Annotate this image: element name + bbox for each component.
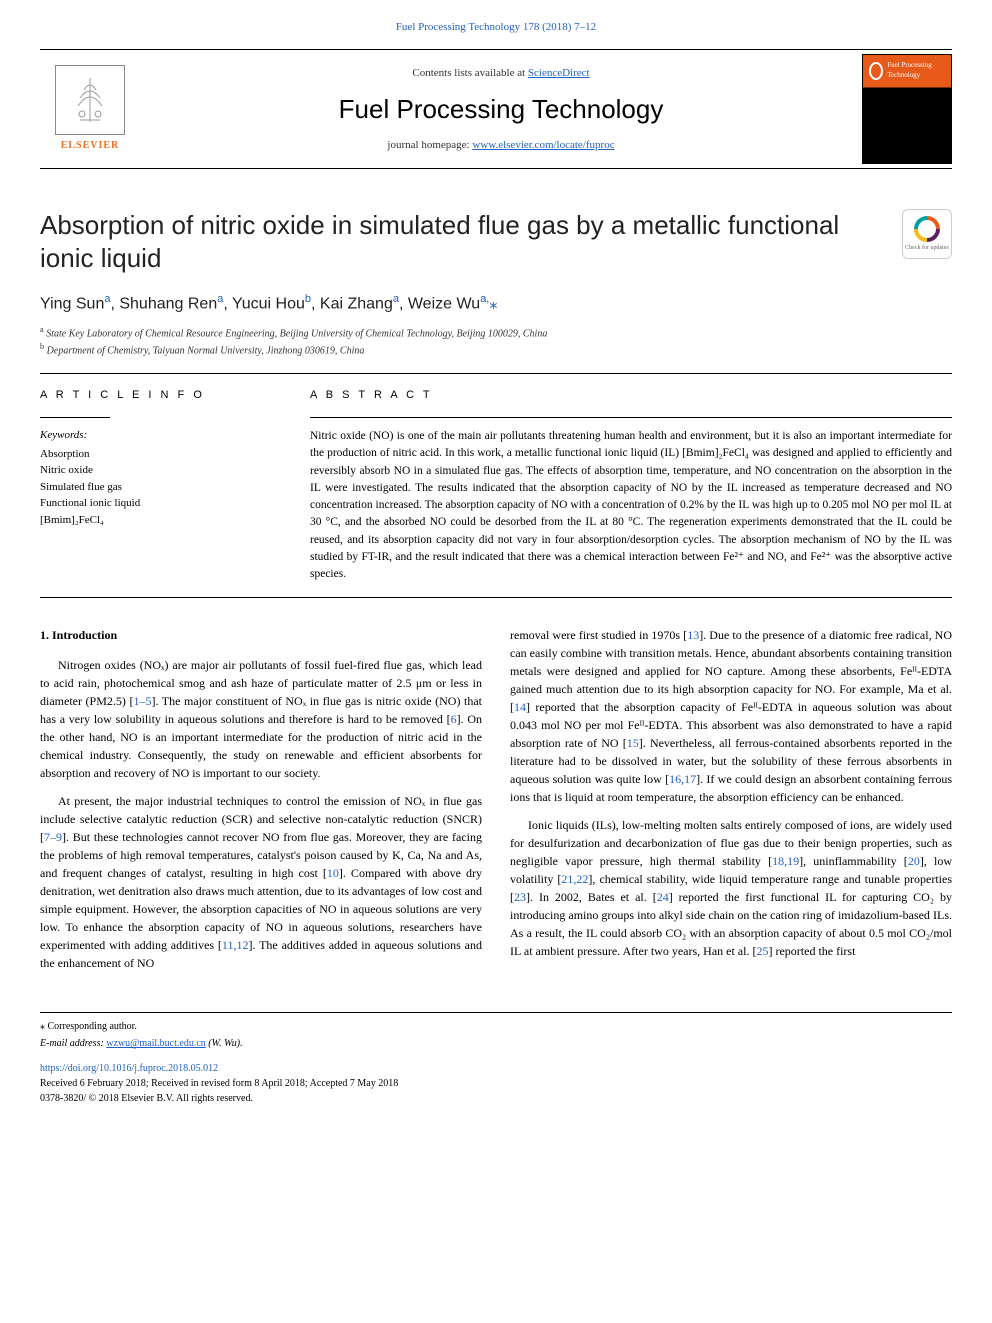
elsevier-logo: ELSEVIER — [40, 49, 140, 169]
rule-top — [40, 373, 952, 374]
authors-line: Ying Suna, Shuhang Rena, Yucui Houb, Kai… — [40, 292, 952, 316]
received-line: Received 6 February 2018; Received in re… — [40, 1076, 952, 1091]
doi-link[interactable]: https://doi.org/10.1016/j.fuproc.2018.05… — [40, 1061, 952, 1076]
journal-header: ELSEVIER Contents lists available at Sci… — [40, 49, 952, 169]
affiliations: a State Key Laboratory of Chemical Resou… — [40, 324, 952, 359]
homepage-link[interactable]: www.elsevier.com/locate/fuproc — [472, 139, 614, 151]
copyright-line: 0378-3820/ © 2018 Elsevier B.V. All righ… — [40, 1091, 952, 1106]
email-suffix: (W. Wu). — [206, 1038, 243, 1049]
affiliation-a: a State Key Laboratory of Chemical Resou… — [40, 324, 952, 341]
contents-line: Contents lists available at ScienceDirec… — [140, 66, 862, 81]
abstract-column: A B S T R A C T Nitric oxide (NO) is one… — [310, 388, 952, 584]
body-column-left: 1. Introduction Nitrogen oxides (NOₓ) ar… — [40, 626, 482, 982]
abstract-rule — [310, 417, 952, 418]
intro-heading: 1. Introduction — [40, 626, 482, 644]
sciencedirect-link[interactable]: ScienceDirect — [528, 67, 590, 79]
cover-title: Fuel Processing Technology — [887, 61, 945, 81]
contents-prefix: Contents lists available at — [412, 67, 527, 79]
crossmark-badge[interactable]: Check for updates — [902, 209, 952, 259]
homepage-prefix: journal homepage: — [387, 139, 472, 151]
footer-block: ⁎ Corresponding author. E-mail address: … — [40, 1012, 952, 1106]
abstract-text: Nitric oxide (NO) is one of the main air… — [310, 428, 952, 583]
email-line: E-mail address: wzwu@mail.buct.edu.cn (W… — [40, 1036, 952, 1051]
crossmark-icon — [914, 216, 940, 242]
affiliation-b: b Department of Chemistry, Taiyuan Norma… — [40, 341, 952, 358]
header-citation: Fuel Processing Technology 178 (2018) 7–… — [40, 20, 952, 35]
body-p1: Nitrogen oxides (NOₓ) are major air poll… — [40, 656, 482, 782]
body-column-right: removal were first studied in 1970s [13]… — [510, 626, 952, 982]
body-p3: removal were first studied in 1970s [13]… — [510, 626, 952, 806]
elsevier-tree-icon — [55, 65, 125, 135]
article-title: Absorption of nitric oxide in simulated … — [40, 209, 892, 274]
article-info-column: A R T I C L E I N F O Keywords: Absorpti… — [40, 388, 270, 584]
rule-bottom — [40, 597, 952, 598]
corresponding-author: ⁎ Corresponding author. — [40, 1019, 952, 1034]
cover-flame-icon — [869, 62, 883, 80]
email-label: E-mail address: — [40, 1038, 106, 1049]
abstract-heading: A B S T R A C T — [310, 388, 952, 403]
info-rule — [40, 417, 110, 418]
journal-header-center: Contents lists available at ScienceDirec… — [140, 50, 862, 168]
crossmark-label: Check for updates — [905, 244, 949, 252]
keywords-list: AbsorptionNitric oxideSimulated flue gas… — [40, 446, 270, 529]
journal-cover-thumbnail: Fuel Processing Technology — [862, 54, 952, 164]
journal-name: Fuel Processing Technology — [140, 91, 862, 127]
journal-homepage: journal homepage: www.elsevier.com/locat… — [140, 138, 862, 153]
body-p4: Ionic liquids (ILs), low-melting molten … — [510, 816, 952, 960]
keywords-label: Keywords: — [40, 428, 270, 443]
article-info-heading: A R T I C L E I N F O — [40, 388, 270, 403]
body-p2: At present, the major industrial techniq… — [40, 792, 482, 972]
email-link[interactable]: wzwu@mail.buct.edu.cn — [106, 1038, 205, 1049]
elsevier-label: ELSEVIER — [61, 139, 120, 153]
body-columns: 1. Introduction Nitrogen oxides (NOₓ) ar… — [40, 626, 952, 982]
